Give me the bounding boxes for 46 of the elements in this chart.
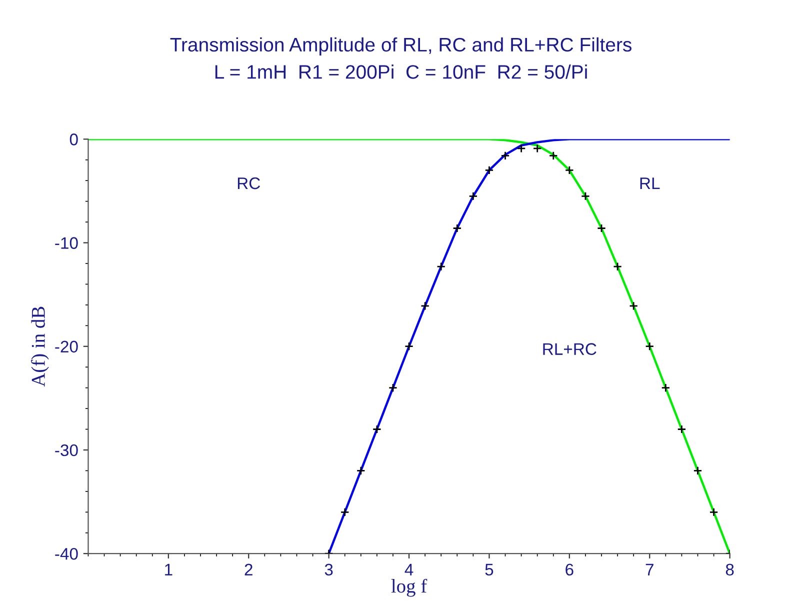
y-tick-label: -20: [55, 340, 78, 353]
point: [372, 424, 382, 434]
point: [340, 508, 350, 517]
point: [404, 342, 414, 351]
point: [548, 151, 558, 160]
point: [516, 144, 526, 153]
chart-title: Transmission Amplitude of RL, RC and RL+RC Filters: [170, 37, 632, 56]
x-tick-label: 4: [404, 564, 414, 576]
point: [645, 342, 654, 351]
y-tick-label: -30: [55, 444, 78, 456]
line-series: [328, 139, 730, 554]
point: [500, 151, 510, 160]
point: [709, 508, 718, 517]
point: [420, 301, 430, 310]
point: [532, 144, 542, 153]
point: [597, 224, 606, 233]
point: [388, 383, 398, 392]
text: RC: [238, 177, 260, 190]
chart-subtitle: L = 1mH R1 = 200Pi C = 10nF R2 = 50/Pi: [215, 64, 587, 79]
point: [613, 262, 622, 272]
y-tick-label: -40: [55, 548, 78, 560]
point: [356, 466, 366, 476]
x-tick-label: 5: [485, 564, 494, 576]
text: RL: [640, 178, 660, 190]
text: RL+RC: [543, 343, 596, 355]
point: [436, 262, 446, 272]
point: [677, 424, 686, 434]
point: [468, 192, 478, 201]
point: [629, 301, 638, 310]
x-tick-label: 8: [726, 564, 734, 576]
x-tick-label: 2: [244, 564, 252, 576]
y-axis-title: A(f) in dB: [31, 306, 49, 387]
x-tick-label: 7: [646, 564, 654, 576]
y-tick-label: -10: [55, 237, 78, 249]
line-series: [88, 139, 730, 554]
point: [693, 466, 702, 476]
point: [661, 383, 670, 392]
point: [580, 192, 590, 201]
point: [564, 166, 574, 175]
point: [484, 166, 494, 175]
x-tick-label: 3: [324, 564, 333, 576]
x-axis-title: log f: [391, 578, 428, 597]
x-tick-label: 1: [165, 564, 172, 576]
x-tick-label: 6: [566, 564, 574, 576]
point: [452, 224, 462, 233]
y-tick-label: 0: [70, 134, 78, 146]
